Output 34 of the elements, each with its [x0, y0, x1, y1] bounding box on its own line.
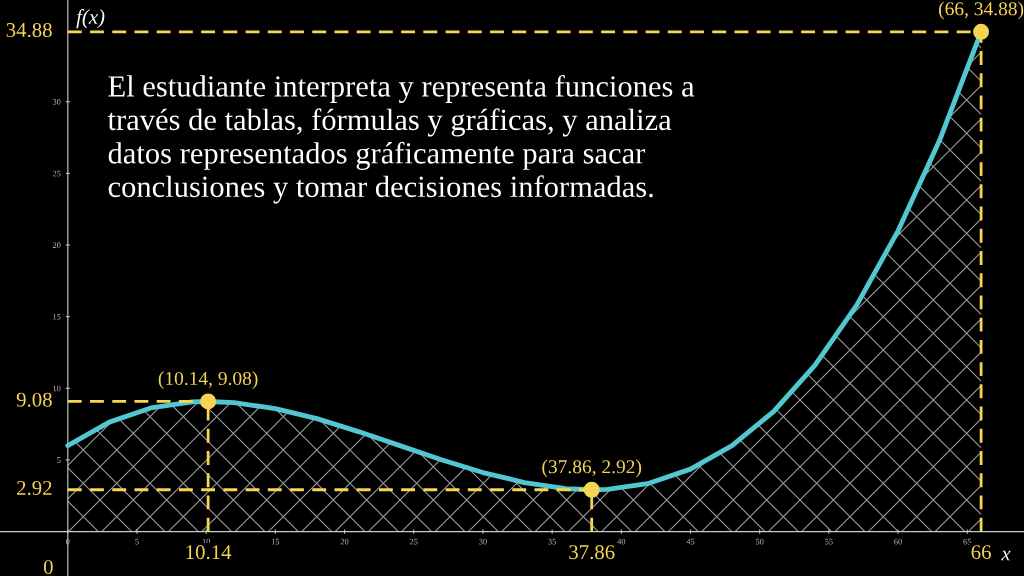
ref-line-label: 37.86: [569, 545, 615, 560]
x-axis-title: x: [1001, 550, 1011, 561]
x-tick-label: 20: [340, 538, 349, 545]
x-tick-label: 25: [409, 538, 418, 545]
x-tick-label: 35: [548, 538, 556, 545]
x-tick-label: 45: [686, 538, 695, 545]
point: [200, 393, 217, 410]
ref-line-label: 34.88: [6, 22, 52, 38]
annotation: El estudiante interpreta y representa funciones a través de tablas, fórmulas y gráficas, y analiza datos representados gráficamente para sacar conclusiones y tomar decisiones informadas.: [107, 74, 695, 204]
y-axis-title: f(x): [76, 9, 105, 29]
point: [973, 23, 990, 40]
x-tick-label: 40: [617, 538, 626, 545]
annotation: (10.14, 9.08): [158, 371, 258, 389]
annotation: 0: [43, 559, 53, 575]
ref-line-label: 66: [971, 545, 991, 560]
y-tick-label: 10: [53, 385, 61, 392]
point: [583, 481, 600, 498]
y-tick-label: 20: [52, 242, 61, 248]
annotation: (37.86, 2.92): [542, 459, 642, 478]
ref-line-label: 9.08: [16, 392, 52, 407]
x-tick-label: 0: [66, 538, 70, 545]
ref-line-label: 10.14: [186, 545, 232, 560]
x-tick-label: 15: [271, 538, 280, 545]
x-tick-label: 50: [756, 538, 764, 545]
x-tick-label: 55: [825, 538, 833, 545]
annotation: (66, 34.88): [939, 1, 1024, 20]
y-tick-label: 30: [52, 99, 61, 105]
y-tick-label: 5: [57, 457, 61, 463]
x-tick-label: 30: [479, 538, 487, 545]
x-tick-label: 60: [894, 538, 902, 545]
y-tick-label: 15: [53, 314, 61, 320]
y-tick-label: 25: [52, 170, 61, 177]
x-tick-label: 5: [135, 538, 139, 545]
ref-line-label: 2.92: [17, 480, 52, 496]
